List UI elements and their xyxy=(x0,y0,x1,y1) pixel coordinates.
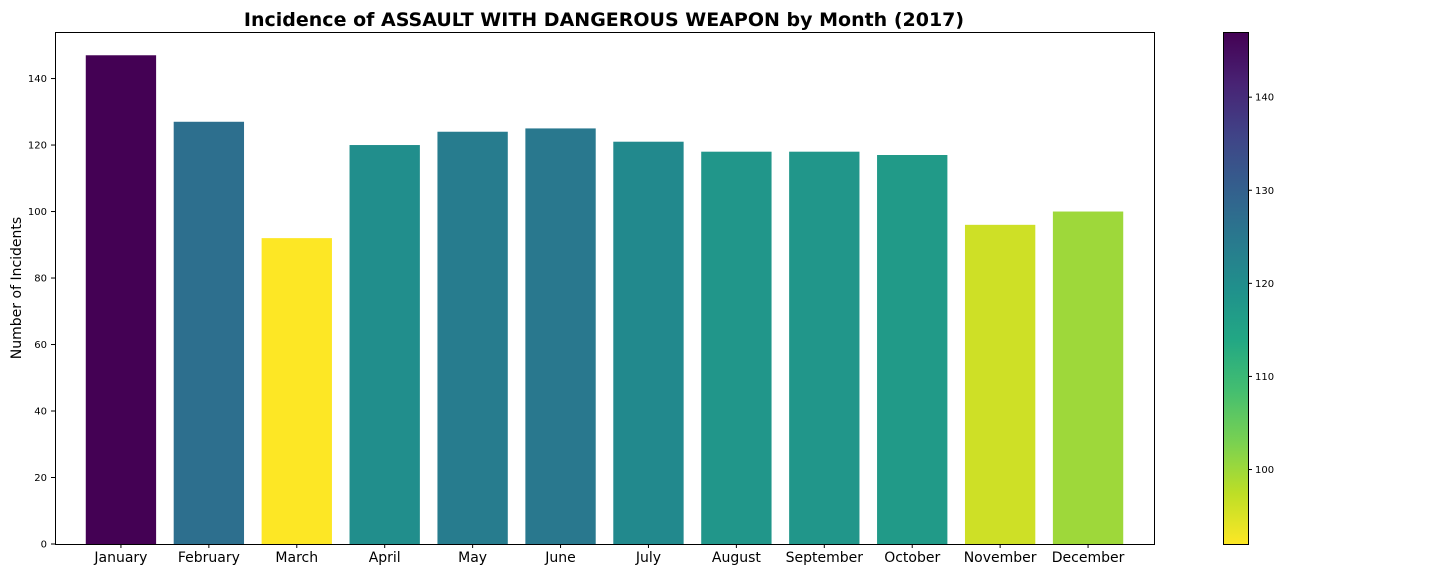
y-axis-ticks: 0 20 40 60 80 100 120 140 xyxy=(28,74,55,551)
x-tick-label: November xyxy=(964,550,1037,566)
bar-august xyxy=(701,151,772,544)
x-tick-label: December xyxy=(1052,550,1125,566)
x-tick-label: May xyxy=(458,550,487,566)
x-tick-label: February xyxy=(178,550,240,566)
y-axis-label: Number of Incidents xyxy=(9,217,25,359)
plot-area-frame xyxy=(55,32,1155,545)
x-tick-label: July xyxy=(635,550,661,566)
y-tick-label: 60 xyxy=(34,340,47,351)
bar-february xyxy=(173,121,245,545)
bar-march xyxy=(261,238,332,544)
x-tick-label: October xyxy=(884,550,940,566)
colorbar-ticks: 100 110 120 130 140 xyxy=(1248,93,1274,476)
colorbar-tick-label: 130 xyxy=(1255,186,1274,197)
colorbar-tick-label: 120 xyxy=(1255,279,1274,290)
bar-may xyxy=(437,131,508,545)
x-tick-label: June xyxy=(544,550,576,566)
bar-december xyxy=(1052,211,1124,544)
colorbar-tick-label: 110 xyxy=(1255,372,1274,383)
bar-july xyxy=(613,141,684,544)
y-tick-label: 40 xyxy=(34,407,47,418)
bar-november xyxy=(964,224,1036,544)
y-tick-label: 80 xyxy=(34,274,47,285)
y-tick-label: 0 xyxy=(41,540,47,551)
x-tick-label: January xyxy=(93,550,147,566)
bar-june xyxy=(525,128,596,545)
x-tick-label: March xyxy=(275,550,318,566)
colorbar xyxy=(1223,32,1249,545)
colorbar-tick-label: 100 xyxy=(1255,465,1274,476)
x-axis-ticks: January February March April May June July Augu… xyxy=(93,544,1125,566)
bar-january xyxy=(85,55,157,545)
x-tick-label: August xyxy=(712,550,762,566)
chart-title: Incidence of ASSAULT WITH DANGEROUS WEAP… xyxy=(244,9,964,31)
colorbar-tick-label: 140 xyxy=(1255,93,1274,104)
bars-layer xyxy=(85,55,1124,545)
y-tick-label: 100 xyxy=(28,207,47,218)
bar-october xyxy=(877,155,948,544)
y-tick-label: 140 xyxy=(28,74,47,85)
x-tick-label: April xyxy=(369,550,401,566)
bar-september xyxy=(789,151,860,544)
bar-april xyxy=(349,145,420,545)
y-tick-label: 20 xyxy=(34,473,47,484)
y-tick-label: 120 xyxy=(28,141,47,152)
x-tick-label: September xyxy=(786,550,864,566)
